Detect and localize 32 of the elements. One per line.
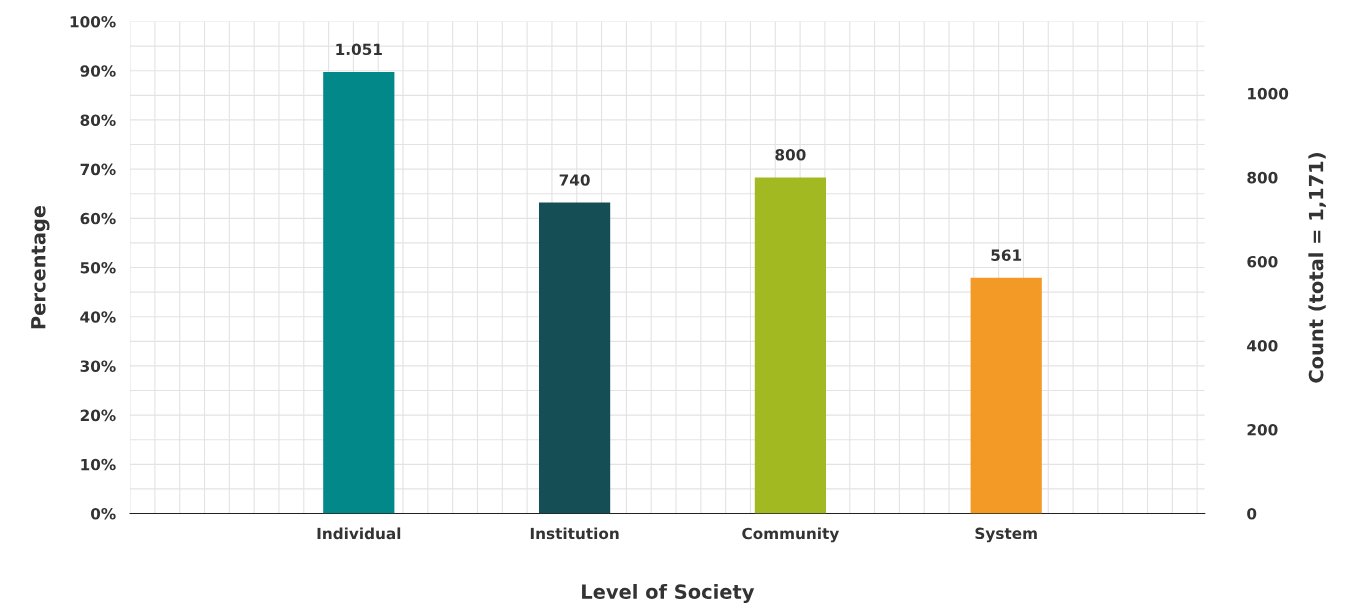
text: 740 <box>559 174 590 186</box>
bar <box>754 177 826 514</box>
y2-tick-label: 0 <box>1247 507 1257 520</box>
text: 1.051 <box>336 43 382 56</box>
x-tick-label: System <box>975 527 1037 543</box>
bar <box>970 277 1042 514</box>
y-tick-label: 80% <box>80 114 116 126</box>
y-tick-label: 50% <box>80 261 116 274</box>
y2-tick-label: 600 <box>1247 255 1278 268</box>
y2-tick-label: 400 <box>1247 339 1278 352</box>
x-tick-label: Individual <box>317 527 401 540</box>
y-tick-label: 60% <box>80 212 116 225</box>
y-tick-label: 100% <box>70 15 116 28</box>
y-axis-title: Percentage <box>31 205 50 329</box>
x-axis-title: Level of Society <box>582 583 755 603</box>
y2-tick-label: 200 <box>1247 423 1278 436</box>
y-tick-label: 20% <box>80 409 116 422</box>
y-tick-label: 70% <box>80 163 116 176</box>
y2-tick-label: 800 <box>1247 171 1278 184</box>
y-tick-label: 30% <box>80 360 116 372</box>
bar <box>538 202 611 514</box>
y2-tick-label: 1000 <box>1248 87 1289 100</box>
text: 800 <box>775 149 806 161</box>
text: 561 <box>991 249 1022 261</box>
y2-axis-title: Count (total = 1,171) <box>1308 153 1326 383</box>
y-tick-label: 90% <box>80 65 116 77</box>
y-tick-label: 40% <box>80 311 116 323</box>
x-tick-label: Community <box>742 527 840 543</box>
y-tick-label: 0% <box>90 507 116 520</box>
y-tick-label: 10% <box>81 458 116 471</box>
x-tick-label: Institution <box>530 527 619 540</box>
bar <box>323 71 395 514</box>
